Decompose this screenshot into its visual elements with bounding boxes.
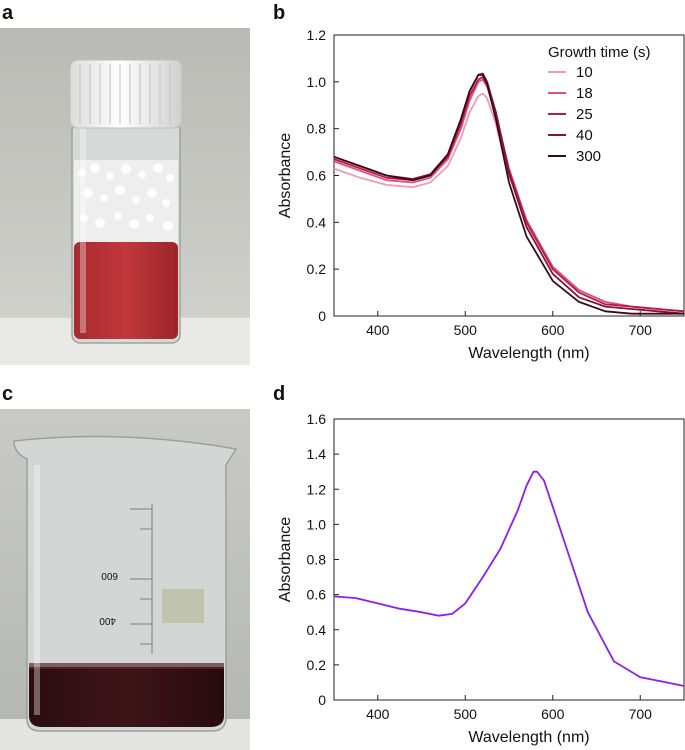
chart-b-legend-title: Growth time (s) bbox=[548, 44, 651, 61]
chart-b-ytick-label: 0.4 bbox=[307, 214, 327, 230]
chart-b-ytick-label: 1.0 bbox=[307, 74, 327, 90]
chart-b-ytick-label: 0.8 bbox=[307, 121, 327, 137]
chart-d-ytick-label: 1.6 bbox=[307, 411, 327, 427]
chart-d-xlabel: Wavelength (nm) bbox=[468, 729, 589, 746]
chart-d-ytick-label: 0.4 bbox=[307, 622, 327, 638]
chart-b-ylabel: Absorbance bbox=[277, 133, 294, 218]
chart-b-xtick-label: 400 bbox=[366, 322, 390, 338]
chart-b-series-line-10 bbox=[333, 92, 685, 313]
chart-b-legend-label: 300 bbox=[576, 148, 601, 165]
chart-b-xtick-label: 700 bbox=[629, 322, 653, 338]
chart-b-legend-label: 10 bbox=[576, 64, 593, 81]
chart-d-ytick-label: 1.0 bbox=[307, 516, 327, 532]
chart-d-ytick-label: 0.2 bbox=[307, 657, 327, 673]
chart-b-ytick-label: 0 bbox=[318, 308, 326, 324]
chart-b-series-line-18 bbox=[333, 78, 685, 313]
beaker-photo: 600 400 bbox=[0, 409, 250, 750]
chart-b-ytick-label: 1.2 bbox=[307, 27, 327, 43]
chart-b-xtick-label: 500 bbox=[454, 322, 478, 338]
chart-b-series-line-300 bbox=[333, 73, 684, 315]
chart-b-xlabel: Wavelength (nm) bbox=[468, 345, 589, 362]
chart-b-legend-label: 40 bbox=[576, 127, 593, 144]
chart-d-xtick-label: 400 bbox=[366, 706, 390, 722]
chart-b-xtick-label: 600 bbox=[541, 322, 565, 338]
panel-letter-a: a bbox=[2, 2, 14, 24]
chart-d-plot-frame bbox=[333, 418, 685, 701]
panel-letter-b: b bbox=[273, 2, 286, 24]
chart-d-ytick-label: 0 bbox=[318, 692, 326, 708]
chart-b-legend-label: 18 bbox=[576, 85, 593, 102]
chart-d-ytick-label: 0.8 bbox=[307, 552, 327, 568]
panel-letter-c: c bbox=[2, 383, 14, 405]
chart-b-ytick-label: 0.2 bbox=[307, 261, 327, 277]
beaker-marking-400: 400 bbox=[99, 615, 116, 626]
chart-b-legend-label: 25 bbox=[576, 106, 593, 123]
chart-b-series-line-40 bbox=[333, 72, 685, 315]
chart-d-xtick-label: 600 bbox=[541, 706, 565, 722]
chart-b-ytick-label: 0.6 bbox=[307, 168, 327, 184]
vial-photo bbox=[0, 28, 250, 365]
chart-d-xtick-label: 500 bbox=[454, 706, 478, 722]
chart-d-series-line-absorbance bbox=[333, 470, 685, 687]
chart-d-ytick-label: 1.2 bbox=[307, 481, 327, 497]
chart-d-ylabel: Absorbance bbox=[277, 517, 294, 602]
beaker-marking-600: 600 bbox=[101, 570, 118, 581]
panel-letter-d: d bbox=[273, 383, 286, 405]
chart-d-ytick-label: 1.4 bbox=[307, 446, 327, 462]
chart-d-ytick-label: 0.6 bbox=[307, 587, 327, 603]
chart-d-xtick-label: 700 bbox=[629, 706, 653, 722]
chart-b-series-line-25 bbox=[333, 76, 685, 313]
